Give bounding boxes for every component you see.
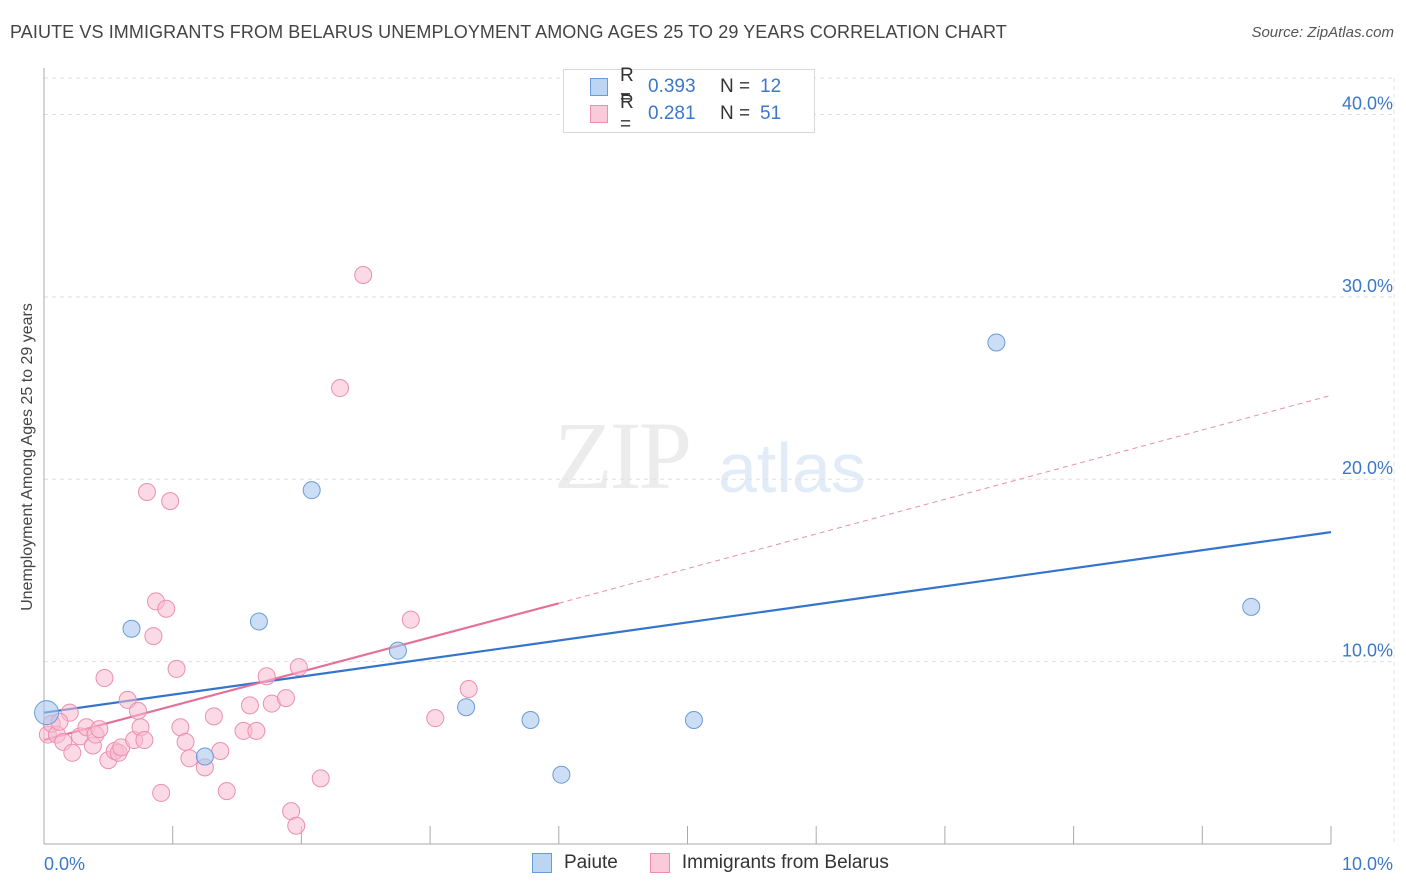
point-belarus bbox=[240, 696, 259, 715]
point-belarus bbox=[63, 743, 82, 762]
point-belarus bbox=[180, 749, 199, 768]
point-belarus bbox=[211, 741, 230, 760]
point-belarus bbox=[118, 690, 137, 709]
legend-swatch-paiute bbox=[590, 78, 608, 96]
series-legend: Paiute Immigrants from Belarus bbox=[532, 852, 921, 874]
point-belarus bbox=[401, 610, 420, 629]
point-paiute bbox=[521, 710, 540, 729]
legend-n-label: N = bbox=[720, 76, 751, 97]
legend-n-label: N = bbox=[720, 103, 751, 124]
chart-title: PAIUTE VS IMMIGRANTS FROM BELARUS UNEMPL… bbox=[10, 22, 1007, 42]
x-tick-label-max: 10.0% bbox=[1342, 854, 1393, 874]
legend-label-paiute: Paiute bbox=[564, 852, 618, 873]
point-belarus bbox=[276, 689, 295, 708]
point-belarus bbox=[204, 707, 223, 726]
point-paiute bbox=[552, 765, 571, 784]
point-belarus bbox=[257, 667, 276, 686]
legend-swatch-belarus bbox=[649, 853, 670, 873]
point-belarus bbox=[289, 658, 308, 677]
point-belarus bbox=[426, 709, 445, 728]
point-belarus bbox=[144, 627, 163, 646]
watermark-atlas: atlas bbox=[718, 429, 866, 507]
point-paiute bbox=[987, 333, 1006, 352]
trend-line-belarus-extension bbox=[558, 394, 1332, 604]
point-paiute bbox=[195, 747, 214, 766]
trend-layer bbox=[43, 394, 1332, 742]
legend-label-belarus: Immigrants from Belarus bbox=[681, 852, 889, 873]
point-belarus bbox=[287, 816, 306, 835]
y-tick-label: 30.0% bbox=[1342, 276, 1393, 296]
point-belarus bbox=[331, 379, 350, 398]
point-belarus bbox=[128, 701, 147, 720]
legend-item-paiute[interactable]: Paiute bbox=[532, 852, 618, 874]
point-belarus bbox=[137, 483, 156, 502]
legend-r-label: R = bbox=[620, 92, 634, 135]
points-layer bbox=[34, 265, 1261, 835]
point-paiute bbox=[249, 612, 268, 631]
legend-r-label: R = bbox=[620, 65, 634, 108]
legend-n-value: 12 bbox=[760, 76, 782, 97]
point-belarus bbox=[217, 782, 236, 801]
legend-r-value: 0.393 bbox=[648, 76, 696, 97]
point-paiute bbox=[457, 698, 476, 717]
point-paiute bbox=[1242, 597, 1261, 616]
source-credit: Source: ZipAtlas.com bbox=[1251, 24, 1394, 41]
point-paiute bbox=[684, 710, 703, 729]
point-belarus bbox=[135, 731, 154, 750]
legend-swatch-paiute bbox=[532, 853, 552, 873]
point-paiute bbox=[34, 700, 60, 726]
y-tick-label: 20.0% bbox=[1342, 458, 1393, 478]
point-belarus bbox=[157, 599, 176, 618]
point-belarus bbox=[161, 492, 180, 511]
y-tick-label: 40.0% bbox=[1342, 93, 1393, 113]
point-belarus bbox=[90, 720, 109, 739]
point-belarus bbox=[247, 721, 266, 740]
stats-legend: R = 0.393 N = 12 R = 0.281 N = 51 bbox=[563, 65, 815, 135]
point-belarus bbox=[459, 679, 478, 698]
legend-swatch-belarus bbox=[590, 105, 608, 123]
point-belarus bbox=[311, 769, 330, 788]
watermark-zip: ZIP bbox=[554, 402, 692, 509]
point-belarus bbox=[152, 783, 171, 802]
x-tick-label-min: 0.0% bbox=[44, 854, 85, 874]
legend-n-value: 51 bbox=[760, 103, 782, 124]
point-belarus bbox=[167, 659, 186, 678]
point-paiute bbox=[122, 619, 141, 638]
tick-label-layer: 10.0% 20.0% 30.0% 40.0% 0.0% 10.0% bbox=[44, 93, 1393, 874]
legend-row-belarus: R = 0.281 N = 51 bbox=[564, 92, 782, 135]
legend-row-paiute: R = 0.393 N = 12 bbox=[564, 65, 782, 108]
legend-item-belarus[interactable]: Immigrants from Belarus bbox=[649, 852, 889, 874]
point-belarus bbox=[176, 732, 195, 751]
y-tick-label: 10.0% bbox=[1342, 641, 1393, 661]
point-belarus bbox=[95, 669, 114, 688]
legend-r-value: 0.281 bbox=[648, 103, 696, 124]
point-belarus bbox=[354, 265, 373, 284]
trend-line-paiute bbox=[43, 531, 1332, 714]
point-paiute bbox=[388, 641, 407, 660]
point-paiute bbox=[302, 481, 321, 500]
